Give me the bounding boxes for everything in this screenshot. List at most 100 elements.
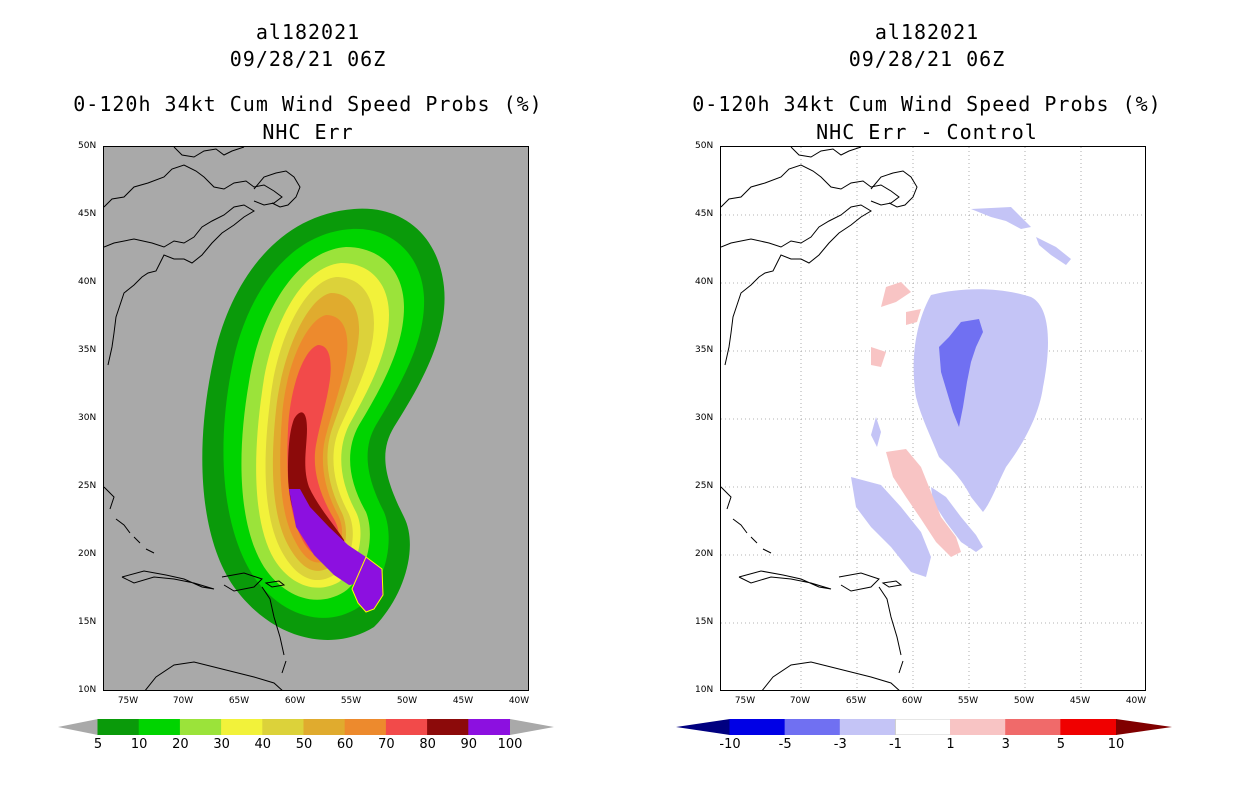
- left-probability-map: [103, 146, 529, 691]
- diff-pos-mid: [871, 347, 886, 367]
- left-colorbar: [58, 719, 554, 735]
- colorbar-label: 30: [213, 737, 230, 752]
- colorbar-label: 70: [378, 737, 395, 752]
- colorbar-swatch: [1060, 719, 1117, 735]
- lat-label: 35N: [78, 345, 97, 355]
- northeast-coast: [721, 204, 872, 366]
- colorbar-under-arrow: [58, 719, 98, 735]
- hispaniola: [838, 572, 880, 592]
- lesser-antilles: [261, 586, 287, 674]
- colorbar-label: 60: [336, 737, 354, 752]
- cuba: [121, 570, 215, 590]
- colorbar-swatch: [427, 719, 470, 735]
- colorbar-label: 40: [254, 737, 272, 752]
- right-coastlines: [721, 147, 918, 690]
- bahamas: [104, 486, 155, 554]
- lon-label: 45W: [1069, 696, 1091, 706]
- south-america: [144, 661, 283, 690]
- colorbar-swatch: [303, 719, 346, 735]
- colorbar-label: 80: [419, 737, 436, 752]
- diff-neg-core: [939, 319, 983, 427]
- lat-label: 20N: [78, 549, 97, 559]
- diff-neg-ne: [971, 207, 1031, 229]
- colorbar-label: 20: [172, 737, 189, 752]
- colorbar-swatch: [1005, 719, 1062, 735]
- newfoundland: [253, 170, 301, 208]
- right-datetime: 09/28/21 06Z: [848, 47, 1006, 71]
- lat-label: 30N: [695, 413, 714, 423]
- colorbar-label: 5: [1056, 737, 1065, 752]
- lat-label: 30N: [78, 413, 97, 423]
- diff-neg-mid: [931, 487, 983, 552]
- diff-neg-sw: [851, 477, 931, 577]
- lon-label: 45W: [452, 696, 474, 706]
- contour-90: [289, 489, 372, 585]
- lon-label: 40W: [1125, 696, 1147, 706]
- south-america: [761, 661, 900, 690]
- bahamas: [721, 486, 772, 554]
- colorbar-swatch: [729, 719, 786, 735]
- puerto-rico: [264, 580, 286, 588]
- lon-label: 70W: [789, 696, 811, 706]
- left-subtitle: NHC Err: [262, 120, 354, 144]
- colorbar-swatch: [97, 719, 140, 735]
- colorbar-over-arrow: [1116, 719, 1172, 735]
- lat-label: 15N: [695, 617, 714, 627]
- lat-label: 50N: [695, 141, 714, 151]
- diff-neg-ne2: [1036, 237, 1071, 265]
- colorbar-label: -1: [888, 737, 902, 752]
- lat-label: 50N: [78, 141, 97, 151]
- diff-pos-main: [886, 449, 961, 557]
- colorbar-label: 5: [93, 737, 103, 752]
- lon-label: 70W: [172, 696, 194, 706]
- lon-label: 60W: [901, 696, 923, 706]
- lon-label: 60W: [284, 696, 306, 706]
- lesser-antilles: [878, 586, 904, 674]
- lat-label: 25N: [78, 481, 97, 491]
- lat-label: 15N: [78, 617, 97, 627]
- colorbar-label: 10: [1107, 737, 1125, 752]
- canada-coast: [721, 164, 900, 208]
- diff-neg-small: [871, 417, 881, 447]
- colorbar-swatch: [468, 719, 511, 735]
- colorbar-swatch: [894, 719, 952, 735]
- newfoundland: [870, 170, 918, 208]
- lat-label: 20N: [695, 549, 714, 559]
- lat-label: 25N: [695, 481, 714, 491]
- lat-label: 45N: [78, 209, 97, 219]
- puerto-rico: [881, 580, 903, 588]
- lon-label: 50W: [1013, 696, 1035, 706]
- colorbar-swatch: [385, 719, 429, 735]
- right-difference-map: [720, 146, 1146, 691]
- colorbar-label: 50: [295, 737, 313, 752]
- colorbar-label: 100: [497, 737, 523, 752]
- lon-label: 65W: [845, 696, 867, 706]
- lat-label: 40N: [695, 277, 714, 287]
- colorbar-under-arrow: [676, 719, 730, 735]
- left-datetime: 09/28/21 06Z: [229, 47, 387, 71]
- canada-coast: [104, 164, 283, 208]
- left-storm-id: al182021: [255, 20, 361, 44]
- colorbar-label: 1: [946, 737, 955, 752]
- colorbar-over-arrow: [510, 719, 554, 735]
- labrador: [173, 147, 245, 158]
- left-coastlines: [104, 147, 301, 690]
- colorbar-swatch: [839, 719, 896, 735]
- colorbar-label: 10: [130, 737, 148, 752]
- lat-label: 40N: [78, 277, 97, 287]
- lon-label: 55W: [340, 696, 362, 706]
- northeast-coast: [104, 204, 255, 366]
- colorbar-swatch: [262, 719, 305, 735]
- right-storm-id: al182021: [874, 20, 980, 44]
- lat-label: 45N: [695, 209, 714, 219]
- colorbar-label: -10: [719, 737, 741, 752]
- cuba: [738, 570, 832, 590]
- lon-label: 55W: [957, 696, 979, 706]
- diff-pos-north2: [906, 309, 921, 325]
- colorbar-swatch: [221, 719, 264, 735]
- right-subtitle: NHC Err - Control: [816, 120, 1038, 144]
- left-product-title: 0-120h 34kt Cum Wind Speed Probs (%): [73, 92, 543, 116]
- diff-neg-main: [913, 289, 1048, 512]
- right-product-title: 0-120h 34kt Cum Wind Speed Probs (%): [692, 92, 1162, 116]
- labrador: [790, 147, 862, 158]
